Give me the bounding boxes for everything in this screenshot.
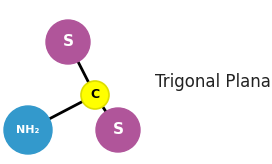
Text: S: S — [113, 123, 123, 137]
Circle shape — [4, 106, 52, 154]
Text: Trigonal Planar: Trigonal Planar — [155, 73, 272, 91]
Circle shape — [81, 81, 109, 109]
Circle shape — [46, 20, 90, 64]
Circle shape — [96, 108, 140, 152]
Text: NH₂: NH₂ — [16, 125, 40, 135]
Text: C: C — [90, 89, 100, 102]
Text: S: S — [63, 34, 73, 50]
